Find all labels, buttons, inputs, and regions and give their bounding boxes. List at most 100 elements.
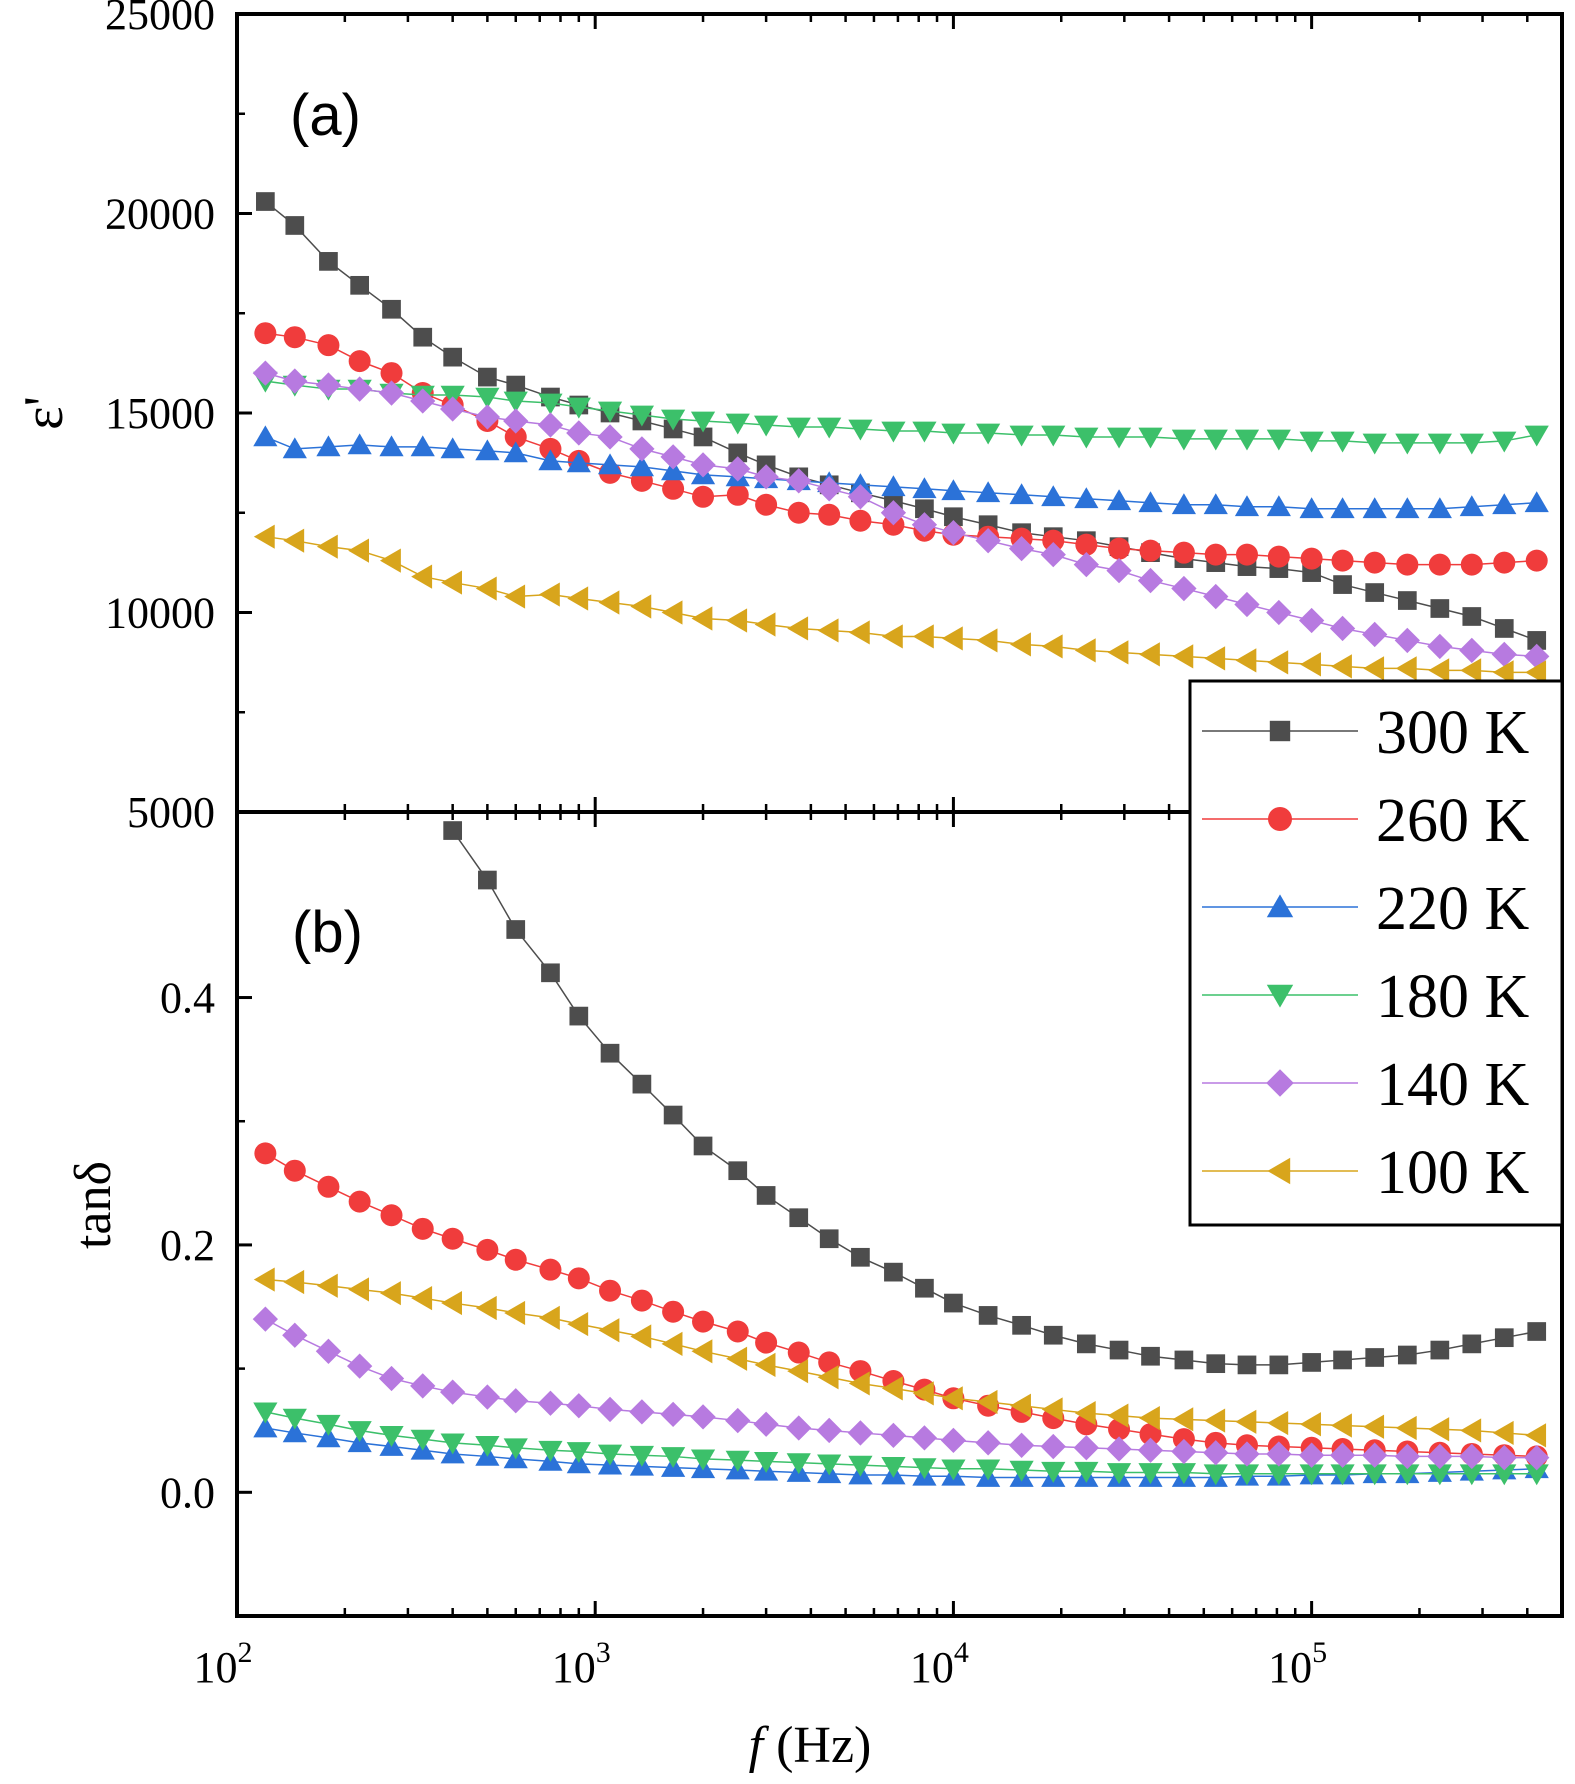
data-point: [348, 1190, 371, 1213]
data-point: [912, 1458, 937, 1480]
data-point: [567, 1311, 589, 1337]
data-point: [941, 423, 966, 445]
x-tick-base: 10: [910, 1643, 954, 1692]
data-point: [1075, 533, 1098, 556]
data-point: [940, 520, 967, 546]
data-point: [725, 1407, 751, 1434]
data-point: [848, 1371, 870, 1396]
y-tick-label: 0.0: [160, 1468, 215, 1517]
data-point: [1109, 1340, 1129, 1360]
data-point: [1491, 1445, 1517, 1471]
data-point: [1396, 553, 1419, 576]
data-point: [1171, 575, 1197, 602]
data-point: [941, 1459, 966, 1481]
data-point: [410, 1429, 435, 1451]
data-point: [661, 409, 686, 431]
data-point: [940, 1427, 967, 1454]
data-point: [1204, 543, 1227, 566]
data-point: [1460, 658, 1482, 683]
data-point: [944, 1293, 963, 1313]
data-point: [1204, 646, 1226, 671]
data-point: [1203, 429, 1228, 451]
data-point: [789, 1208, 809, 1228]
data-point: [976, 628, 998, 653]
data-point: [1331, 549, 1354, 572]
data-point: [506, 920, 526, 939]
data-point: [475, 1435, 500, 1457]
data-point: [851, 1247, 870, 1267]
data-point: [1298, 1442, 1325, 1468]
data-point: [566, 397, 591, 419]
data-point: [912, 477, 937, 499]
data-point: [539, 1258, 562, 1281]
data-point: [254, 1142, 277, 1165]
data-point: [1074, 487, 1099, 509]
data-point: [755, 493, 778, 516]
data-point: [1525, 660, 1547, 685]
data-point: [1492, 660, 1514, 685]
data-point: [1010, 1393, 1031, 1418]
data-point: [1299, 1464, 1324, 1486]
data-point: [411, 1217, 434, 1240]
data-point: [1363, 1414, 1385, 1439]
x-axis-label-unit: (Hz): [763, 1717, 871, 1774]
series-100-k: [253, 1267, 1547, 1448]
series-220-k: [253, 1416, 1549, 1487]
data-point: [1106, 427, 1132, 449]
data-point: [630, 1289, 653, 1312]
legend-label: 100 K: [1376, 1139, 1530, 1207]
data-point: [348, 1277, 370, 1302]
data-point: [1331, 654, 1352, 679]
data-point: [817, 417, 842, 439]
data-point: [1009, 1460, 1034, 1482]
data-point: [1427, 1464, 1452, 1486]
data-point: [1206, 1354, 1226, 1374]
data-point: [849, 509, 872, 532]
data-point: [506, 375, 526, 395]
data-point: [1527, 1322, 1547, 1341]
data-point: [1106, 489, 1132, 511]
data-point: [786, 417, 811, 439]
data-point: [787, 1358, 809, 1384]
y-axis-label-b: tanδ: [65, 1161, 122, 1249]
data-point: [1459, 637, 1485, 664]
legend-entry: 300 K: [1202, 699, 1530, 767]
data-point: [1330, 497, 1355, 519]
data-point: [728, 1161, 748, 1181]
data-point: [441, 570, 463, 595]
data-point: [1266, 1464, 1291, 1486]
data-point: [1043, 1325, 1063, 1345]
data-point: [1330, 1464, 1355, 1486]
data-point: [1527, 631, 1547, 650]
data-point: [1493, 551, 1516, 574]
data-point: [1428, 658, 1450, 683]
data-point: [1041, 634, 1063, 659]
data-point: [848, 473, 873, 495]
data-point: [316, 1273, 338, 1298]
data-point: [475, 439, 500, 461]
data-point: [503, 1438, 528, 1460]
data-point: [660, 444, 686, 470]
data-point: [1041, 1397, 1063, 1422]
data-point: [1427, 633, 1453, 660]
data-point: [1234, 495, 1260, 517]
data-point: [1137, 567, 1164, 594]
data-point: [754, 1452, 779, 1473]
data-point: [504, 584, 526, 609]
y-tick-label: 15000: [105, 389, 215, 438]
data-point: [1266, 495, 1291, 517]
data-point: [440, 1379, 466, 1405]
data-point: [663, 1105, 683, 1125]
data-point: [817, 1365, 839, 1390]
x-tick-label: 102: [194, 1636, 253, 1692]
legend-marker: [1268, 807, 1292, 831]
data-point: [817, 618, 839, 643]
data-point: [1107, 1403, 1129, 1428]
series-260-k: [254, 322, 1548, 576]
legend-marker: [1267, 1157, 1291, 1185]
data-point: [537, 412, 564, 438]
x-tick-exponent: 4: [954, 1636, 969, 1669]
data-point: [881, 1456, 906, 1478]
data-point: [1040, 541, 1066, 568]
legend-box: [1188, 679, 1564, 1227]
